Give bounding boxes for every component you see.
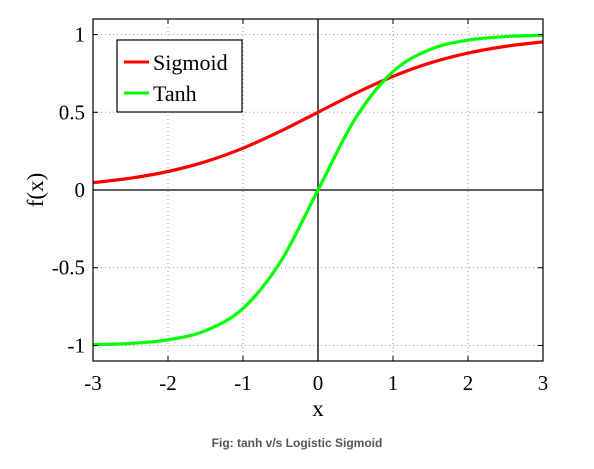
x-tick-label: -3	[84, 371, 102, 395]
y-tick-label: 0	[75, 178, 86, 202]
legend-tanh-label: Tanh	[153, 81, 197, 106]
y-tick-label: -1	[68, 333, 86, 357]
figure-caption: Fig: tanh v/s Logistic Sigmoid	[211, 436, 383, 450]
x-tick-label: 2	[463, 371, 474, 395]
legend: Sigmoid Tanh	[116, 39, 243, 113]
x-tick-label: -2	[159, 371, 177, 395]
series-line-sigmoid	[92, 40, 544, 185]
x-tick-label: 3	[538, 371, 549, 395]
legend-box	[116, 39, 243, 113]
x-tick-label: 1	[388, 371, 399, 395]
legend-sigmoid-label: Sigmoid	[153, 50, 228, 75]
y-tick-label: 0.5	[59, 100, 85, 124]
ticks: -3 -2 -1 0 1 2 3 -1 -0.5 0 0.5 1	[52, 19, 549, 395]
y-axis-label: f(x)	[23, 173, 48, 207]
x-axis-label: x	[312, 396, 324, 421]
series-layer	[92, 33, 544, 347]
x-tick-label: 0	[313, 371, 324, 395]
y-tick-label: 1	[75, 23, 86, 47]
x-tick-label: -1	[234, 371, 252, 395]
y-tick-label: -0.5	[52, 256, 85, 280]
series-line-tanh	[92, 33, 544, 347]
